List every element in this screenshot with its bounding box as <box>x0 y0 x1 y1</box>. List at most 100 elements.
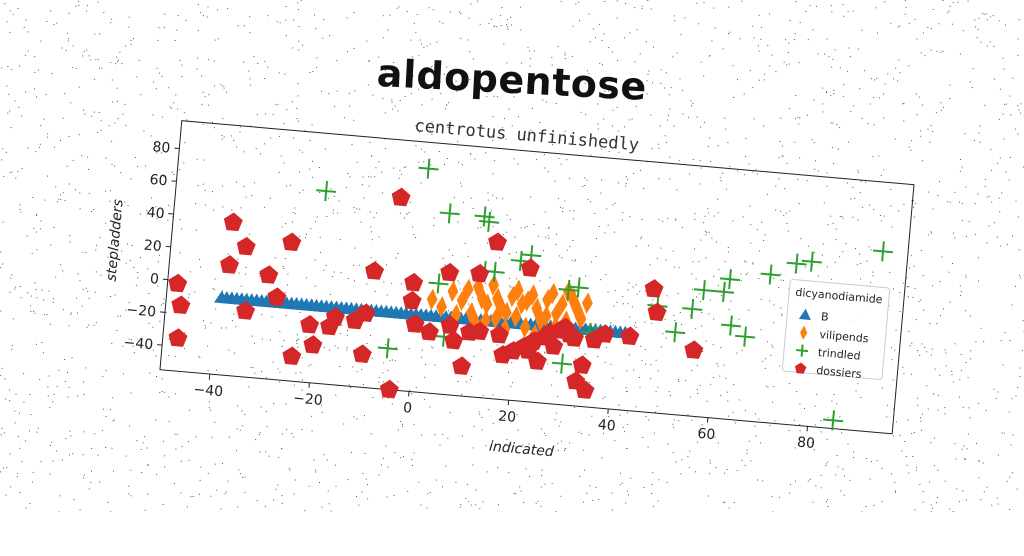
speckle-dot <box>187 506 188 507</box>
speckle-dot <box>99 482 100 483</box>
y-tick-label: 40 <box>146 205 165 222</box>
speckle-dot <box>696 3 697 4</box>
speckle-dot <box>7 113 8 114</box>
x-tick-label: −20 <box>293 390 324 409</box>
speckle-dot <box>18 8 19 9</box>
speckle-dot <box>604 1 605 2</box>
speckle-dot <box>6 86 7 87</box>
speckle-dot <box>282 503 283 504</box>
speckle-dot <box>59 495 60 496</box>
data-point <box>720 315 742 337</box>
data-point <box>170 295 191 315</box>
x-tick-label: 40 <box>597 417 616 434</box>
speckle-dot <box>890 23 891 24</box>
speckle-dot <box>89 489 90 490</box>
y-tick-label: 0 <box>149 271 159 288</box>
data-point <box>693 279 715 301</box>
speckle-dot <box>9 111 10 112</box>
data-point <box>403 272 424 292</box>
speckle-dot <box>990 17 991 18</box>
speckle-dot <box>0 471 1 472</box>
data-point <box>364 260 385 280</box>
speckle-dot <box>358 505 359 506</box>
speckle-dot <box>180 492 181 493</box>
speckle-dot <box>977 37 978 38</box>
speckle-dot <box>163 504 164 505</box>
data-point <box>713 281 735 303</box>
y-tick-label: 80 <box>152 139 171 156</box>
speckle-dot <box>128 493 129 494</box>
speckle-dot <box>848 11 849 12</box>
data-point <box>760 264 782 286</box>
speckle-dot <box>800 22 801 23</box>
data-point <box>281 232 302 252</box>
speckle-dot <box>273 500 274 501</box>
speckle-dot <box>74 499 75 500</box>
legend-label: B <box>821 310 830 324</box>
data-marks <box>160 137 898 441</box>
speckle-dot <box>145 510 146 511</box>
speckle-dot <box>17 473 18 474</box>
speckle-dot <box>6 152 7 153</box>
speckle-dot <box>796 1 797 2</box>
y-tick-label: 20 <box>143 238 162 255</box>
speckle-dot <box>1019 368 1020 369</box>
data-point <box>681 298 703 320</box>
speckle-dot <box>1005 25 1006 26</box>
data-point <box>872 241 894 263</box>
speckle-dot <box>237 507 238 508</box>
data-point <box>315 180 337 202</box>
speckle-dot <box>282 495 283 496</box>
speckle-dot <box>952 24 953 25</box>
speckle-dot <box>10 10 11 11</box>
speckle-dot <box>617 0 618 1</box>
data-point <box>619 326 640 346</box>
speckle-dot <box>647 0 648 1</box>
speckle-dot <box>958 2 959 3</box>
speckle-dot <box>10 486 11 487</box>
speckle-dot <box>923 32 924 33</box>
speckle-dot <box>33 472 34 473</box>
speckle-dot <box>642 6 643 7</box>
speckle-dot <box>7 21 8 22</box>
data-point <box>572 355 593 375</box>
speckle-dot <box>1011 445 1012 446</box>
speckle-dot <box>642 8 643 9</box>
data-point <box>223 212 244 232</box>
speckle-dot <box>986 13 987 14</box>
speckle-dot <box>810 5 811 6</box>
speckle-dot <box>625 3 626 4</box>
data-point <box>684 340 705 360</box>
speckle-dot <box>831 11 832 12</box>
speckle-dot <box>943 0 944 1</box>
speckle-dot <box>304 510 305 511</box>
speckle-dot <box>999 20 1000 21</box>
speckle-dot <box>1017 387 1018 388</box>
chart-subtitle: centrotus unfinishedly <box>414 116 640 156</box>
speckle-dot <box>1012 435 1013 436</box>
speckle-dot <box>190 496 191 497</box>
speckle-dot <box>876 7 877 8</box>
speckle-dot <box>993 15 994 16</box>
speckle-dot <box>199 494 200 495</box>
data-point <box>439 203 461 225</box>
speckle-dot <box>1012 472 1013 473</box>
x-tick-label: 60 <box>697 426 716 443</box>
data-point <box>478 211 500 233</box>
speckle-dot <box>898 26 899 27</box>
speckle-dot <box>931 28 932 29</box>
speckle-dot <box>933 9 934 10</box>
data-point <box>352 344 373 364</box>
speckle-dot <box>1018 39 1019 40</box>
speckle-dot <box>905 14 906 15</box>
data-point <box>487 232 507 252</box>
speckle-dot <box>759 15 760 16</box>
y-tick-label: −40 <box>123 335 154 354</box>
data-point <box>786 253 808 275</box>
speckle-dot <box>1020 376 1021 377</box>
data-point <box>299 314 320 334</box>
data-point <box>303 334 324 354</box>
speckle-dot <box>321 507 322 508</box>
speckle-dot <box>257 500 258 501</box>
speckle-dot <box>905 0 906 1</box>
